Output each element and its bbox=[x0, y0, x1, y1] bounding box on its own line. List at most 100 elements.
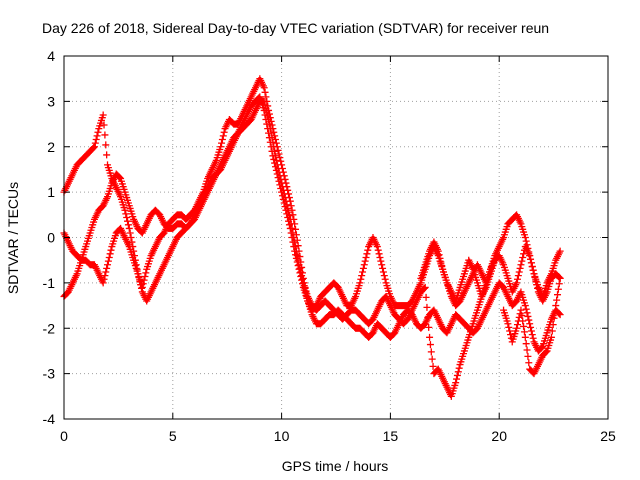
data-point bbox=[521, 234, 529, 241]
data-point bbox=[434, 247, 442, 255]
data-point bbox=[547, 333, 555, 341]
data-point-interp bbox=[275, 168, 283, 176]
data-point-interp bbox=[272, 139, 280, 147]
data-point bbox=[526, 320, 534, 328]
data-point-interp bbox=[513, 321, 521, 329]
data-point-interp bbox=[520, 328, 528, 336]
data-point-interp bbox=[100, 121, 108, 129]
axis-ticks: 0 5 10 15 20 25 -4 -3 -2 -1 0 1 2 3 4 bbox=[43, 48, 616, 444]
data-point bbox=[452, 379, 460, 387]
y-tick-label: -2 bbox=[43, 320, 56, 336]
data-point bbox=[504, 320, 512, 328]
data-point-interp bbox=[554, 291, 562, 299]
data-point-interp bbox=[142, 269, 150, 277]
data-point-interp bbox=[531, 273, 539, 281]
data-point bbox=[134, 270, 142, 278]
data-point-interp bbox=[522, 305, 530, 313]
data-point-interp bbox=[272, 152, 280, 160]
data-point-interp bbox=[513, 275, 521, 283]
data-point-interp bbox=[555, 273, 563, 281]
data-point-interp bbox=[103, 264, 111, 272]
data-point-interp bbox=[435, 251, 443, 259]
data-point-interp bbox=[278, 183, 286, 191]
data-point-interp bbox=[555, 280, 563, 288]
data-point-interp bbox=[453, 371, 461, 379]
data-point-interp bbox=[285, 208, 293, 216]
y-tick-label: 3 bbox=[47, 93, 55, 109]
data-point bbox=[521, 302, 529, 310]
data-point bbox=[295, 261, 303, 269]
data-point-interp bbox=[140, 276, 148, 284]
data-point-interp bbox=[520, 322, 528, 330]
data-point bbox=[421, 283, 429, 291]
data-point-interp bbox=[548, 327, 556, 335]
data-point-interp bbox=[423, 303, 431, 311]
data-point-interp bbox=[105, 253, 113, 261]
data-point-interp bbox=[455, 364, 463, 372]
data-point-interp bbox=[362, 253, 370, 261]
data-point-interp bbox=[124, 221, 132, 229]
data-point-interp bbox=[538, 343, 546, 351]
y-axis-label: SDTVAR / TECUs bbox=[5, 182, 21, 294]
data-point-interp bbox=[101, 272, 109, 280]
data-point-interp bbox=[261, 88, 269, 96]
data-point-interp bbox=[519, 317, 527, 325]
data-point-interp bbox=[264, 112, 272, 120]
data-point-interp bbox=[104, 257, 112, 265]
data-point-interp bbox=[515, 268, 523, 276]
data-point-interp bbox=[542, 348, 550, 356]
data-point-interp bbox=[527, 255, 535, 263]
data-point-interp bbox=[532, 277, 540, 285]
x-axis-label: GPS time / hours bbox=[282, 458, 389, 474]
data-point-interp bbox=[529, 334, 537, 342]
data-point-interp bbox=[527, 259, 535, 267]
data-point-interp bbox=[379, 264, 387, 272]
data-point-interp bbox=[292, 247, 300, 255]
data-point-interp bbox=[380, 272, 388, 280]
x-tick-label: 20 bbox=[491, 428, 507, 444]
data-point bbox=[378, 261, 386, 269]
data-point bbox=[556, 274, 564, 282]
data-point bbox=[99, 279, 107, 287]
y-tick-label: -3 bbox=[43, 366, 56, 382]
data-point bbox=[282, 197, 290, 205]
data-point-interp bbox=[289, 211, 297, 219]
x-tick-label: 10 bbox=[274, 428, 290, 444]
data-point-interp bbox=[438, 262, 446, 270]
data-point bbox=[260, 84, 268, 92]
data-point-interp bbox=[290, 234, 298, 241]
data-point bbox=[291, 238, 299, 246]
data-point-interp bbox=[277, 157, 285, 165]
data-point-interp bbox=[381, 275, 389, 283]
data-point bbox=[90, 143, 98, 151]
x-tick-label: 0 bbox=[60, 428, 68, 444]
data-point bbox=[99, 111, 107, 119]
data-point-interp bbox=[137, 284, 145, 292]
data-point-interp bbox=[297, 268, 305, 276]
data-point-interp bbox=[420, 284, 428, 292]
data-point bbox=[426, 333, 434, 341]
data-point bbox=[530, 270, 538, 278]
y-tick-label: 0 bbox=[47, 230, 55, 246]
y-tick-label: 2 bbox=[47, 139, 55, 155]
data-point-interp bbox=[292, 243, 300, 251]
data-point-interp bbox=[270, 143, 278, 151]
data-point-interp bbox=[122, 210, 130, 218]
data-point bbox=[121, 206, 129, 214]
data-point-interp bbox=[550, 314, 558, 322]
data-point bbox=[260, 97, 268, 105]
data-point-interp bbox=[262, 93, 270, 101]
data-point-interp bbox=[126, 229, 134, 237]
data-point-interp bbox=[429, 362, 437, 370]
data-point-interp bbox=[298, 272, 306, 280]
data-point-interp bbox=[288, 224, 296, 232]
x-tick-label: 5 bbox=[169, 428, 177, 444]
data-point-interp bbox=[364, 246, 372, 254]
data-point-interp bbox=[428, 355, 436, 363]
data-point-interp bbox=[358, 272, 366, 280]
data-point-interp bbox=[287, 220, 295, 228]
data-point-interp bbox=[522, 237, 530, 245]
data-point-interp bbox=[106, 250, 114, 258]
data-point-interp bbox=[218, 135, 226, 143]
